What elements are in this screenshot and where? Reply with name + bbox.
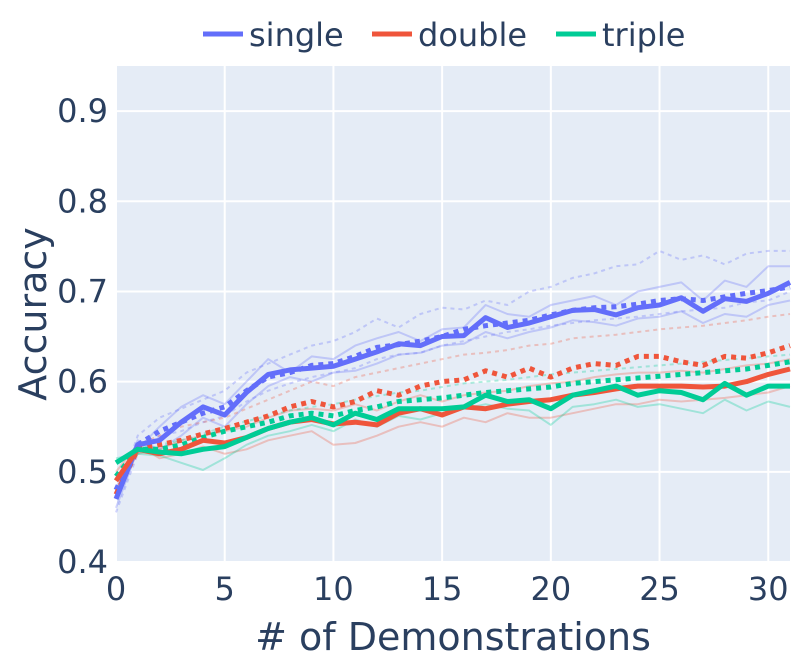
faint-run-line xyxy=(115,385,791,473)
x-tick-label: 15 xyxy=(422,570,463,608)
y-tick-label: 0.7 xyxy=(57,272,108,310)
x-tick-label: 25 xyxy=(639,570,680,608)
legend-label-single: single xyxy=(249,16,344,54)
mean-lines xyxy=(113,280,792,500)
x-tick-labels: 0 5 10 15 20 25 30 xyxy=(106,570,789,608)
x-axis-title: # of Demonstrations xyxy=(255,615,651,659)
series-line-single xyxy=(113,280,792,500)
faint-run-line xyxy=(115,249,790,500)
x-tick-label: 10 xyxy=(313,570,354,608)
y-tick-label: 0.5 xyxy=(57,453,108,491)
series-line-triple-dotted xyxy=(114,359,791,478)
y-tick-label: 0.6 xyxy=(57,363,108,401)
series-line-double xyxy=(113,366,791,483)
y-tick-labels: 0.4 0.5 0.6 0.7 0.8 0.9 xyxy=(57,92,108,581)
y-tick-label: 0.8 xyxy=(57,182,108,220)
y-tick-label: 0.9 xyxy=(57,92,108,130)
x-tick-label: 30 xyxy=(748,570,789,608)
y-tick-label: 0.4 xyxy=(57,543,108,581)
faint-run-line xyxy=(115,265,790,509)
series-line-double-dotted xyxy=(113,343,791,496)
series-line-triple xyxy=(114,380,790,465)
legend: single double triple xyxy=(203,16,685,54)
gridlines xyxy=(115,66,790,563)
plot-background xyxy=(116,66,790,562)
legend-label-triple: triple xyxy=(602,16,685,54)
y-axis-title: Accuracy xyxy=(11,227,55,401)
faint-run-line xyxy=(115,358,791,491)
x-tick-label: 0 xyxy=(106,570,126,608)
faint-run-line xyxy=(115,313,791,500)
x-tick-label: 20 xyxy=(530,570,571,608)
faint-run-line xyxy=(115,299,791,491)
x-tick-label: 5 xyxy=(215,570,235,608)
legend-label-double: double xyxy=(418,16,527,54)
